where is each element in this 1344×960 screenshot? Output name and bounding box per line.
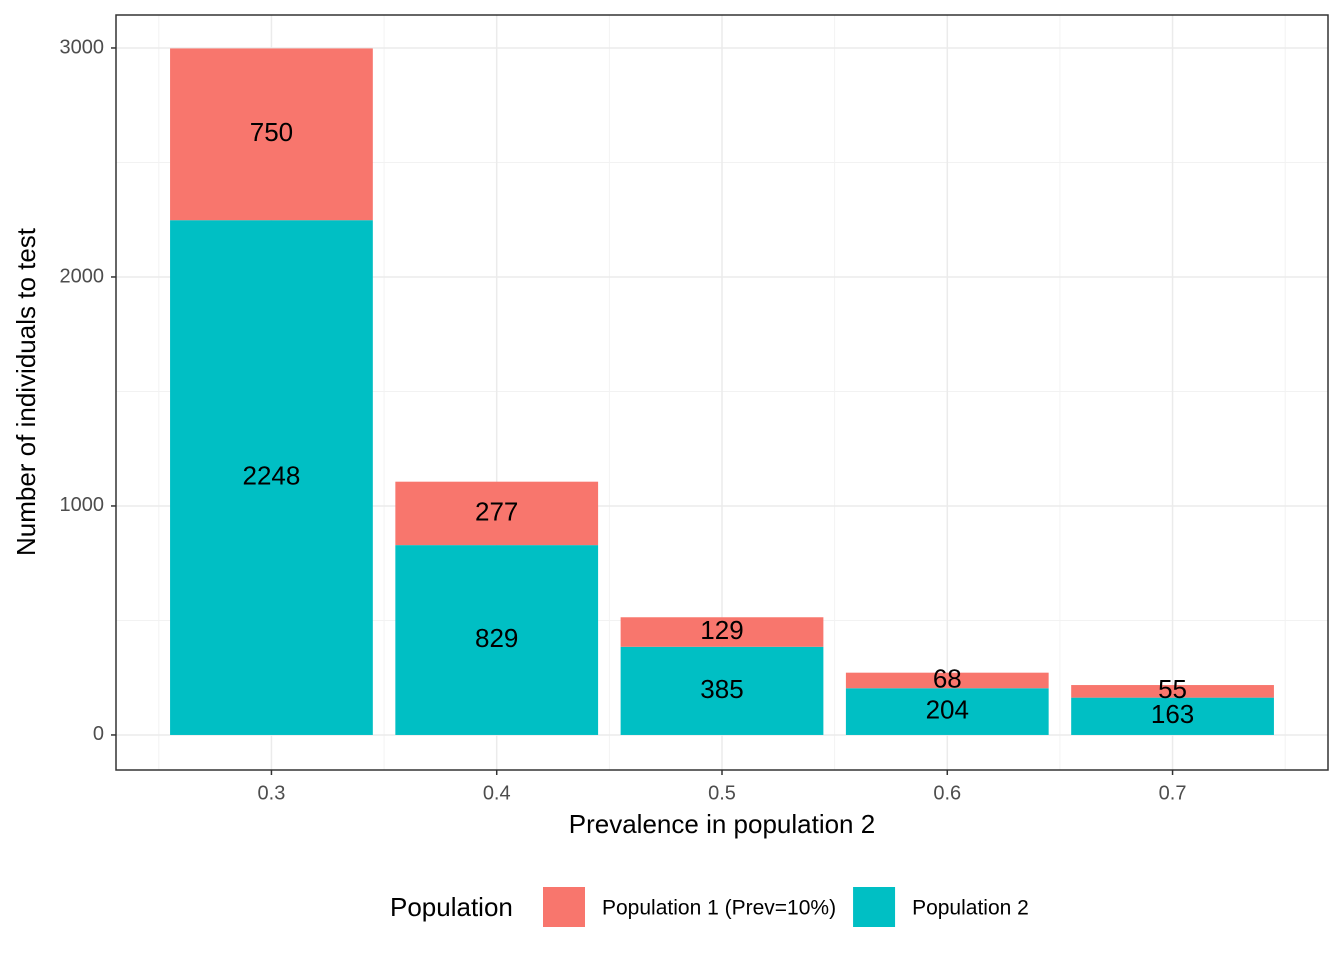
bar-segment: [395, 545, 599, 735]
bar-segment: [1071, 685, 1274, 698]
y-tick-label: 1000: [60, 494, 105, 516]
x-tick-label: 0.4: [483, 782, 511, 804]
data-label: 68: [933, 663, 962, 693]
data-label: 750: [250, 117, 293, 147]
bar-segment: [845, 672, 1049, 689]
bar-segment: [1071, 697, 1274, 735]
data-label: 277: [475, 496, 518, 526]
legend-key: [853, 887, 896, 927]
bar-segment: [395, 481, 599, 546]
y-tick-label: 0: [93, 723, 104, 745]
x-tick-label: 0.7: [1159, 782, 1187, 804]
legend-key: [543, 887, 585, 927]
bar-segment: [845, 688, 1049, 735]
legend-title: Population: [390, 892, 513, 922]
bar-segment: [620, 617, 824, 647]
data-label: 129: [700, 615, 743, 645]
x-axis-label: Prevalence in population 2: [569, 809, 875, 839]
panel-border: [115, 14, 1329, 771]
y-tick-label: 3000: [60, 36, 105, 58]
bar-segment: [170, 220, 373, 735]
bar-segment: [170, 48, 373, 221]
bar-segment: [620, 646, 824, 735]
data-label: 163: [1151, 699, 1194, 729]
data-label: 55: [1158, 674, 1187, 704]
y-axis-label: Number of individuals to test: [11, 227, 41, 556]
data-label: 2248: [243, 460, 301, 490]
data-label: 385: [700, 674, 743, 704]
x-tick-label: 0.6: [933, 782, 961, 804]
data-label: 204: [926, 694, 969, 724]
y-tick-label: 2000: [60, 265, 105, 287]
x-tick-label: 0.5: [708, 782, 736, 804]
legend-label: Population 1 (Prev=10%): [602, 897, 836, 920]
x-tick-label: 0.3: [258, 782, 286, 804]
data-label: 829: [475, 623, 518, 653]
legend-label: Population 2: [912, 897, 1029, 920]
